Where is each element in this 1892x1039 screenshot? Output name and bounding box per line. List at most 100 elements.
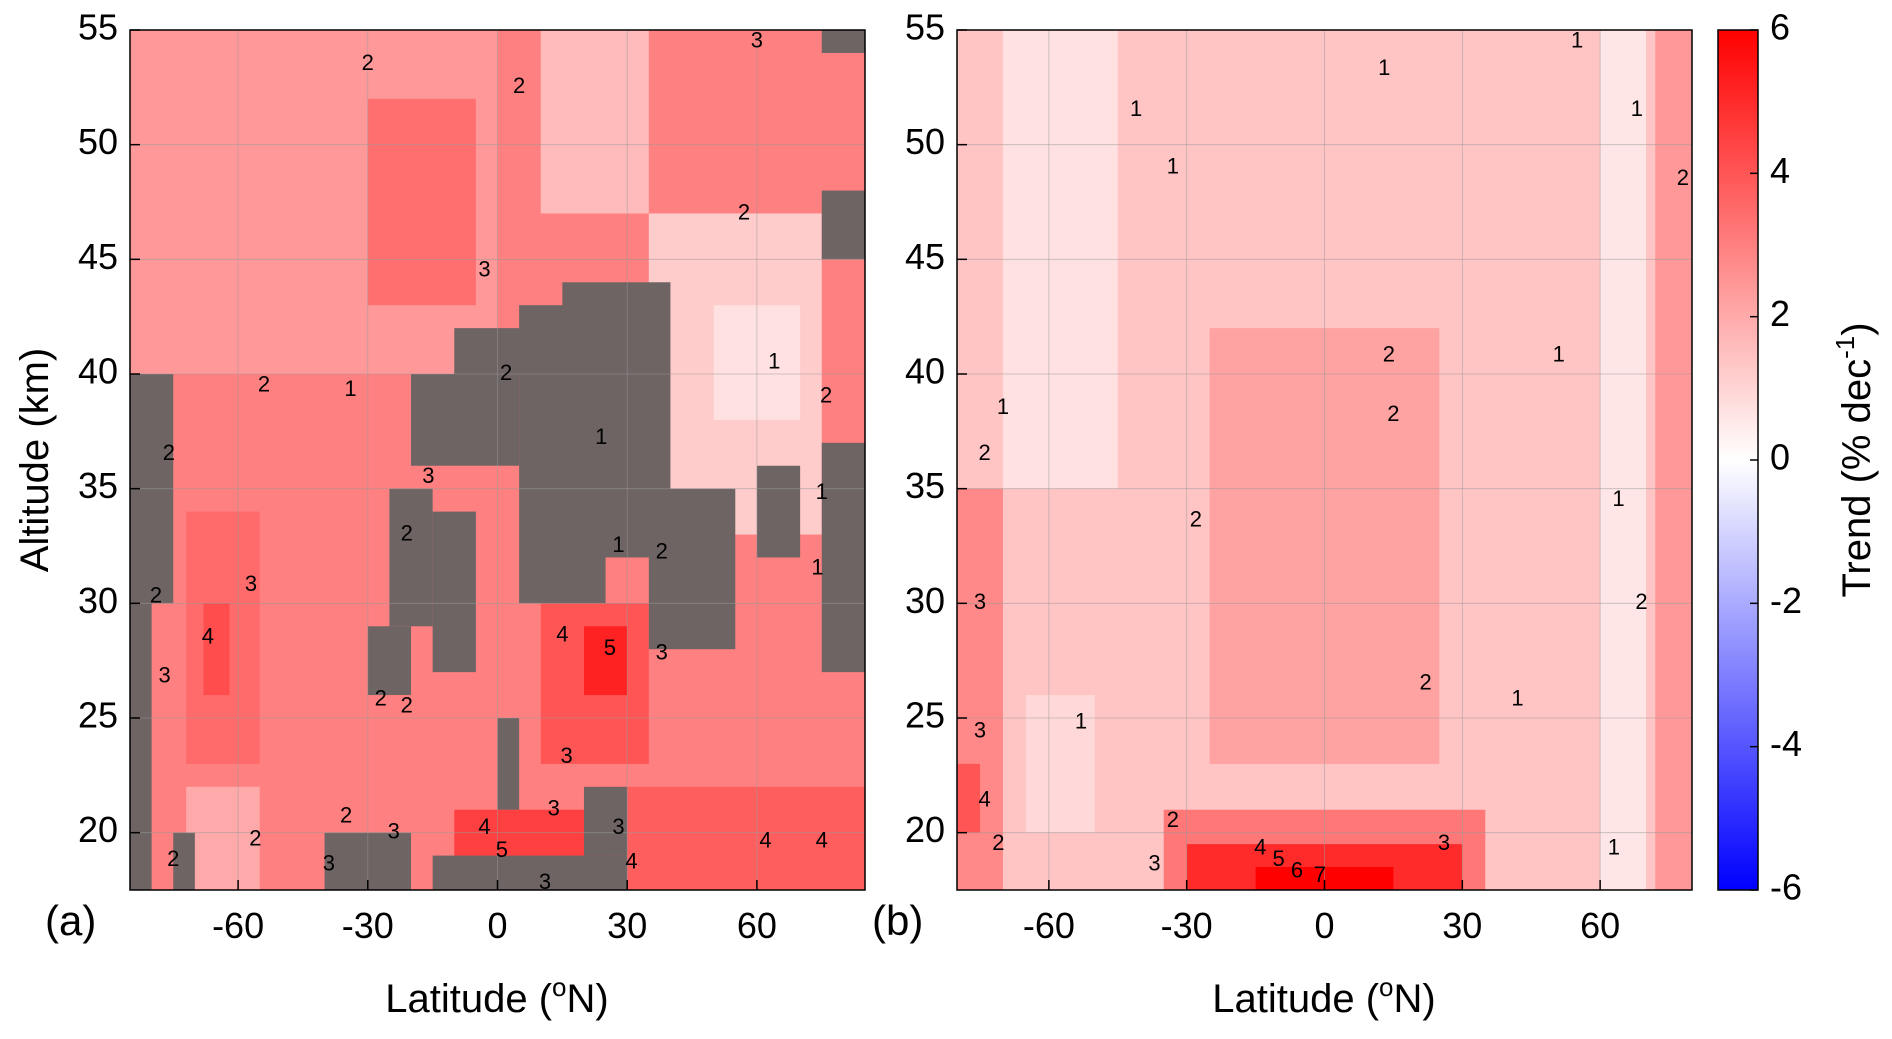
trend-region	[540, 30, 649, 214]
x-tick-label: 30	[607, 905, 647, 946]
y-tick-label: 55	[905, 7, 945, 48]
panel-a-xlabel: Latitude (oN)	[385, 972, 608, 1021]
trend-region	[186, 786, 260, 890]
trend-region	[203, 603, 230, 696]
contour-label: 1	[816, 479, 828, 504]
contour-label: 2	[1419, 669, 1431, 694]
trend-region	[957, 763, 980, 833]
contour-label: 3	[323, 851, 335, 876]
x-tick-label: 60	[1580, 905, 1620, 946]
trend-region	[367, 98, 476, 306]
contour-label: 2	[513, 73, 525, 98]
trend-region	[605, 786, 865, 890]
no-data-cell	[367, 626, 412, 696]
colorbar-tick-label: -6	[1770, 867, 1802, 908]
y-tick-label: 35	[905, 465, 945, 506]
no-data-cell	[173, 832, 195, 890]
contour-label: 3	[656, 640, 668, 665]
contour-label: 2	[656, 539, 668, 564]
contour-label: 3	[751, 27, 763, 52]
no-data-cell	[389, 488, 433, 627]
contour-label: 1	[811, 555, 823, 580]
panel-b-y-axis: 20 25 30 35 40 45 50 55	[905, 7, 967, 850]
contour-label: 1	[1608, 835, 1620, 860]
x-tick-label: 60	[737, 905, 777, 946]
contour-label: 3	[561, 743, 573, 768]
contour-label: 1	[1378, 55, 1390, 80]
panel-a-ylabel: Altitude (km)	[13, 348, 57, 573]
no-data-cell	[821, 190, 865, 260]
contour-label: 3	[974, 589, 986, 614]
colorbar-tick-label: -2	[1770, 580, 1802, 621]
y-tick-label: 35	[78, 465, 118, 506]
colorbar-label: Trend (% dec-1)	[1830, 322, 1879, 597]
contour-label: 6	[1291, 857, 1303, 882]
contour-label: 2	[167, 846, 179, 871]
contour-label: 5	[496, 837, 508, 862]
panel-b-label: (b)	[872, 897, 923, 944]
y-tick-label: 25	[905, 695, 945, 736]
x-tick-label: -30	[342, 905, 394, 946]
x-tick-label: -30	[1161, 905, 1213, 946]
contour-label: 4	[202, 624, 214, 649]
no-data-cell	[583, 786, 628, 856]
colorbar-tick-label: -4	[1770, 723, 1802, 764]
panel-a-x-axis: -60 -30 0 30 60	[212, 880, 777, 946]
contour-label: 1	[997, 394, 1009, 419]
colorbar-tick-label: 6	[1770, 7, 1790, 48]
contour-label: 1	[1130, 96, 1142, 121]
contour-label: 1	[344, 376, 356, 401]
y-tick-label: 55	[78, 7, 118, 48]
contour-label: 4	[1254, 835, 1266, 860]
y-tick-label: 20	[905, 809, 945, 850]
contour-label: 2	[249, 825, 261, 850]
contour-label: 2	[992, 830, 1004, 855]
contour-label: 5	[1272, 846, 1284, 871]
no-data-cell	[411, 374, 520, 466]
no-data-cell	[821, 442, 865, 673]
contour-label: 2	[1167, 807, 1179, 832]
contour-label: 4	[816, 828, 828, 853]
y-tick-label: 50	[78, 121, 118, 162]
contour-label: 2	[1387, 401, 1399, 426]
contour-label: 4	[978, 786, 990, 811]
colorbar-tick-label: 0	[1770, 437, 1790, 478]
contour-label: 4	[759, 828, 771, 853]
contour-label: 3	[422, 463, 434, 488]
contour-label: 1	[1571, 27, 1583, 52]
contour-label: 2	[375, 685, 387, 710]
contour-label: 4	[625, 848, 637, 873]
colorbar-ticks: 6 4 2 0 -2 -4 -6	[1750, 7, 1802, 908]
contour-label: 2	[258, 371, 270, 396]
contour-label: 3	[1148, 851, 1160, 876]
y-tick-label: 30	[905, 580, 945, 621]
colorbar-tick-label: 2	[1770, 293, 1790, 334]
contour-label: 2	[978, 440, 990, 465]
y-tick-label: 50	[905, 121, 945, 162]
contour-label: 2	[401, 520, 413, 545]
y-tick-label: 30	[78, 580, 118, 621]
contour-label: 2	[500, 360, 512, 385]
contour-label: 1	[1511, 685, 1523, 710]
contour-label: 1	[1631, 96, 1643, 121]
trend-region	[583, 626, 628, 696]
contour-label: 3	[158, 663, 170, 688]
x-tick-label: 0	[487, 905, 507, 946]
contour-label: 2	[150, 582, 162, 607]
colorbar-tick-label: 4	[1770, 150, 1790, 191]
contour-label: 2	[1383, 341, 1395, 366]
contour-label: 4	[556, 621, 568, 646]
contour-label: 2	[1635, 589, 1647, 614]
contour-label: 3	[548, 796, 560, 821]
no-data-cell	[756, 465, 801, 558]
no-data-cell	[130, 603, 152, 890]
contour-label: 2	[163, 440, 175, 465]
contour-label: 2	[362, 50, 374, 75]
panel-b-x-axis: -60 -30 0 30 60	[1023, 880, 1620, 946]
no-data-cell	[648, 488, 736, 650]
contour-label: 1	[1553, 341, 1565, 366]
